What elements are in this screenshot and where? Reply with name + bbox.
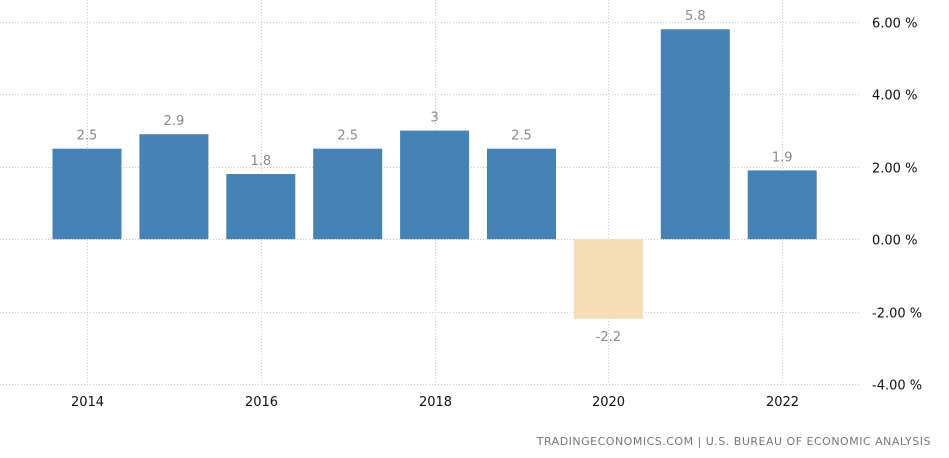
- x-tick-label: 2022: [766, 395, 799, 410]
- x-tick-label: 2020: [592, 395, 625, 410]
- bar-value-label: 2.5: [511, 129, 532, 144]
- bar-value-label: 3: [430, 111, 438, 126]
- bar-value-label: 2.5: [337, 129, 358, 144]
- y-tick-label: 4.00 %: [872, 89, 917, 104]
- bar: [52, 148, 122, 240]
- y-tick-label: -2.00 %: [872, 307, 922, 322]
- source-note: TRADINGECONOMICS.COM | U.S. BUREAU OF EC…: [536, 435, 931, 448]
- bar: [747, 170, 817, 240]
- bar: [226, 174, 296, 240]
- y-tick-label: 6.00 %: [872, 17, 917, 32]
- bar-value-label: 1.8: [250, 154, 271, 169]
- x-tick-label: 2018: [419, 395, 452, 410]
- x-axis: 2014 2016 2018 2020 2022: [71, 395, 799, 410]
- bar: [139, 134, 209, 240]
- bar: [400, 130, 470, 240]
- y-tick-label: 2.00 %: [872, 162, 917, 177]
- bar: [487, 148, 556, 240]
- bar-value-label: -2.2: [596, 330, 621, 345]
- bar: [573, 239, 643, 319]
- x-tick-label: 2014: [71, 395, 104, 410]
- bars: [52, 29, 817, 319]
- x-tick-label: 2016: [245, 395, 278, 410]
- y-tick-label: 0.00 %: [872, 234, 917, 249]
- y-tick-label: -4.00 %: [872, 379, 922, 394]
- bar-value-label: 2.9: [164, 114, 185, 129]
- bar-value-labels: 2.5 2.9 1.8 2.5 3 2.5 -2.2 5.8 1.9: [77, 9, 793, 345]
- bar-value-label: 5.8: [685, 9, 706, 24]
- bar-value-label: 1.9: [772, 150, 793, 165]
- bar: [660, 29, 730, 240]
- y-axis: 6.00 % 4.00 % 2.00 % 0.00 % -2.00 % -4.00 %: [872, 17, 922, 394]
- bar: [313, 148, 383, 240]
- bar-value-label: 2.5: [77, 129, 98, 144]
